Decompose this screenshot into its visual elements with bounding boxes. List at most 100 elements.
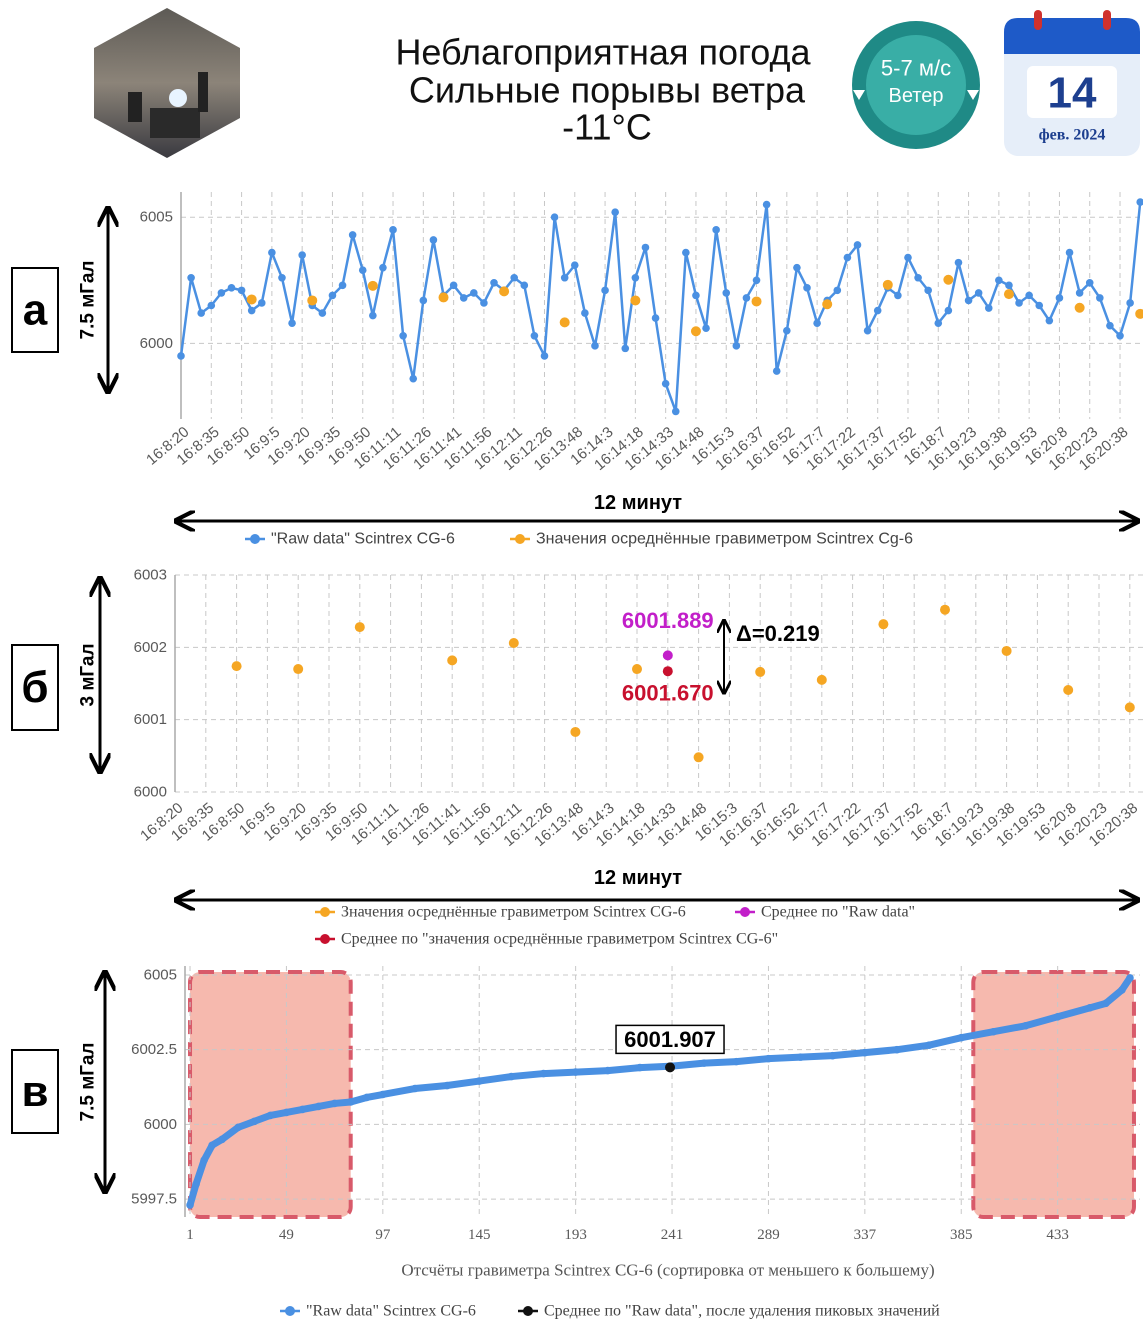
data-point (1074, 302, 1085, 313)
x-tick-label: 97 (375, 1227, 391, 1243)
data-point (853, 241, 862, 249)
data-point (882, 279, 893, 290)
data-point (570, 726, 581, 737)
data-point (732, 1057, 741, 1066)
data-point (1075, 289, 1084, 297)
data-point (1116, 331, 1124, 340)
data-point (894, 291, 902, 300)
panel-box (11, 644, 59, 731)
data-point (665, 1062, 676, 1073)
value-label-box (615, 1024, 725, 1055)
data-point (1015, 299, 1023, 307)
data-point (581, 309, 589, 317)
panel-label: а (23, 286, 48, 335)
data-point (459, 294, 468, 302)
photo-detail (150, 108, 200, 138)
x-tick-label: 241 (661, 1227, 684, 1243)
legend-label: Значения осреднённые гравиметром Scintre… (536, 531, 913, 548)
data-point (278, 273, 286, 282)
data-point (943, 274, 954, 285)
data-point (816, 674, 827, 685)
data-point (1096, 294, 1104, 302)
data-point (925, 1041, 933, 1049)
data-point (234, 1123, 243, 1132)
badge-arrow (967, 90, 979, 100)
data-point (429, 236, 438, 244)
data-point (893, 1045, 901, 1054)
y-tick-label: 6005 (144, 966, 177, 983)
data-point (1106, 321, 1114, 330)
data-point (560, 273, 569, 282)
value-label: 6001.889 (622, 608, 714, 633)
data-point (630, 295, 641, 306)
calendar-ring (1103, 10, 1111, 30)
data-point (762, 200, 771, 209)
data-point (796, 1053, 805, 1061)
data-point (793, 263, 801, 272)
data-point (508, 637, 519, 648)
data-point (671, 407, 680, 416)
data-point (661, 379, 670, 388)
data-point (177, 352, 185, 360)
panel-label: б (21, 663, 48, 712)
legend-label: Среднее по "Raw data" (761, 904, 915, 921)
data-point (863, 326, 872, 335)
panel-box (11, 1049, 59, 1134)
badge-arrow (853, 90, 865, 100)
data-point (571, 1068, 580, 1076)
series-line (186, 975, 1133, 1207)
data-point (298, 251, 306, 259)
data-point (700, 1059, 708, 1067)
y-tick-label: 6000 (140, 335, 173, 352)
data-point (632, 664, 642, 675)
data-point (539, 1069, 548, 1078)
data-point (631, 273, 640, 282)
data-point (510, 273, 519, 282)
data-point (257, 299, 266, 307)
value-label: 6001.670 (622, 681, 714, 706)
x-tick-label: 433 (1046, 1227, 1069, 1243)
panel-box (11, 267, 59, 353)
legend-label: Среднее по "Raw data", после удаления пи… (544, 1303, 940, 1320)
x-tick-label: 193 (564, 1227, 587, 1243)
series-line (179, 201, 1142, 413)
data-point (200, 1156, 208, 1165)
data-point (1065, 248, 1074, 257)
data-point (1135, 308, 1143, 319)
data-point (682, 248, 690, 257)
data-point (591, 342, 599, 350)
legend-label: Среднее по "значения осреднённые гравиме… (341, 931, 778, 948)
data-point (813, 319, 821, 327)
data-point (954, 258, 963, 267)
legend-label: "Raw data" Scintrex CG-6 (271, 531, 455, 548)
data-point (411, 1084, 419, 1093)
data-point (621, 344, 630, 353)
data-point (348, 231, 357, 239)
data-point (470, 289, 478, 297)
header: Неблагоприятная погода Сильные порывы ве… (94, 8, 1140, 158)
data-point (293, 664, 304, 675)
data-point (636, 1063, 644, 1072)
data-point (692, 291, 700, 300)
photo-detail (128, 92, 142, 122)
data-point (419, 296, 428, 305)
data-point (662, 650, 673, 661)
data-point (995, 276, 1003, 285)
data-point (1124, 702, 1135, 713)
y-tick-label: 6000 (134, 784, 167, 801)
data-point (530, 331, 539, 340)
data-point (957, 1033, 966, 1042)
data-point (318, 309, 327, 317)
data-point (944, 306, 953, 315)
panel-label: в (21, 1067, 48, 1116)
data-point (447, 655, 458, 666)
calendar-day: 14 (1048, 69, 1097, 118)
data-point (752, 276, 761, 285)
data-point (314, 1102, 323, 1111)
data-point (354, 622, 365, 633)
calendar-top (1004, 18, 1140, 54)
data-point (940, 604, 950, 615)
data-point (662, 666, 673, 677)
data-point (186, 1201, 194, 1209)
data-point (540, 352, 549, 360)
